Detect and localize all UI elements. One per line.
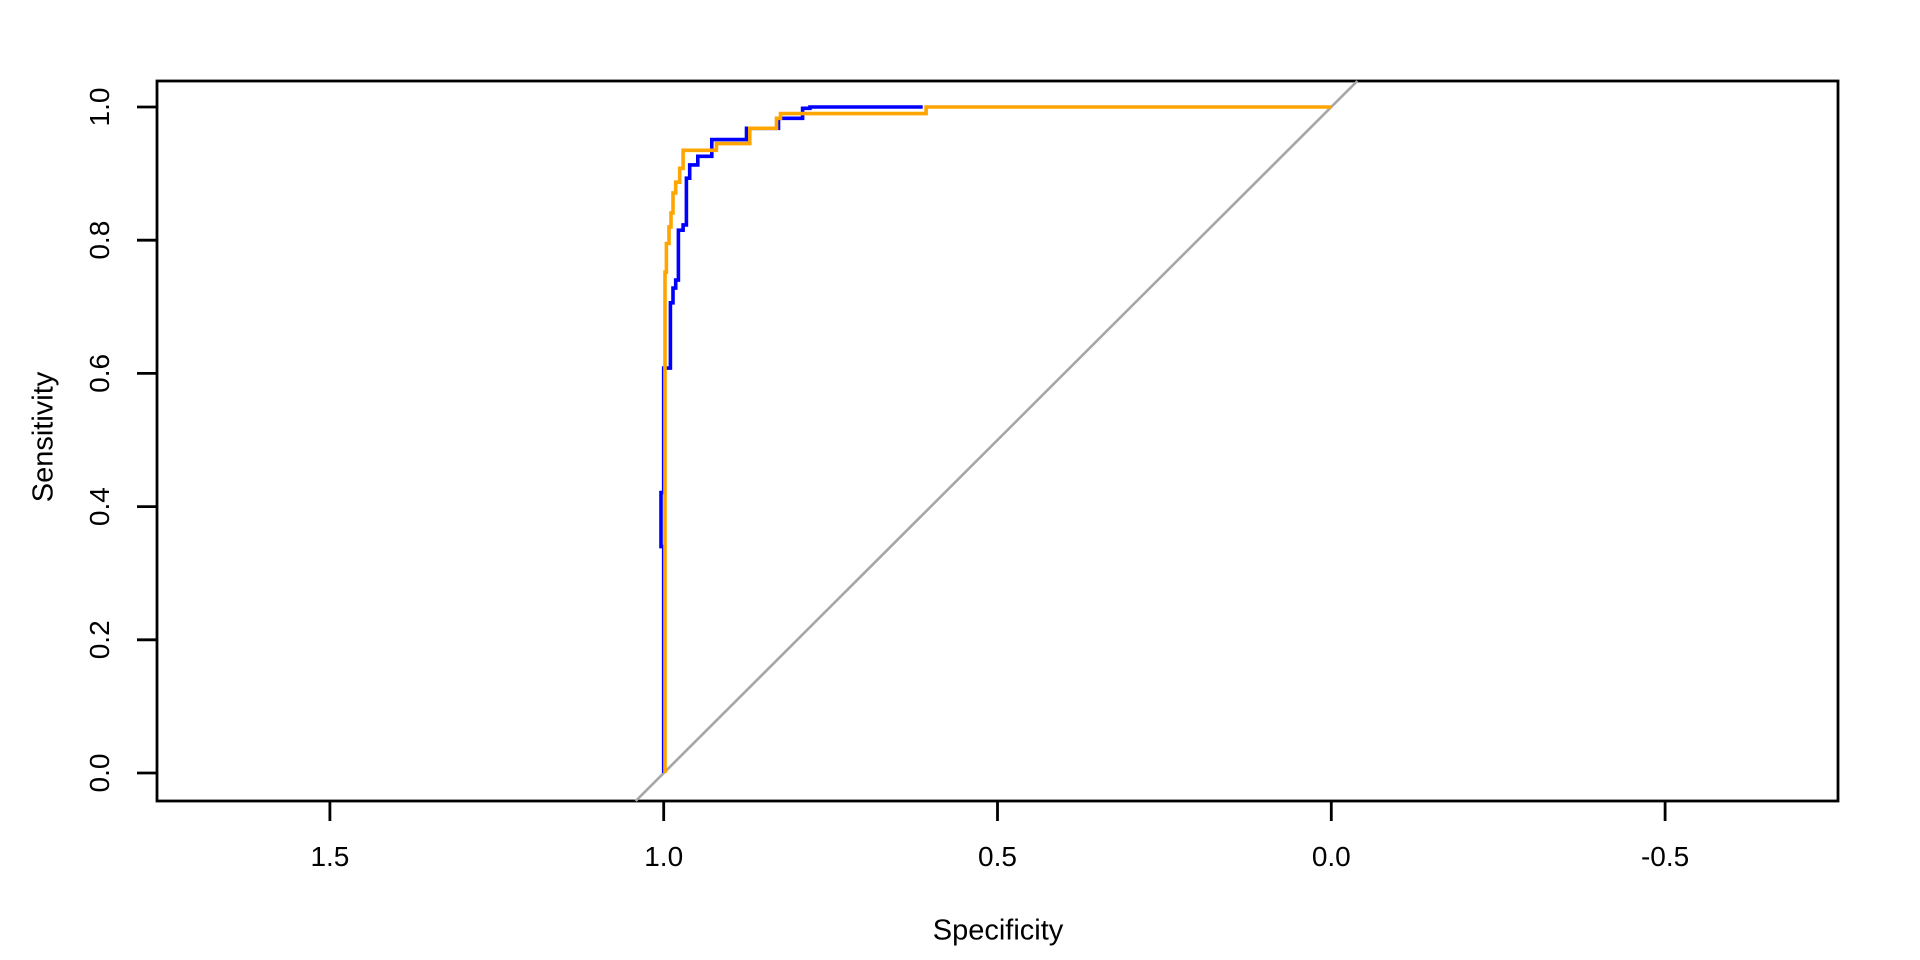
y-tick-label: 0.0 <box>84 754 115 793</box>
chance-diagonal <box>634 80 1359 802</box>
x-tick-label: 1.5 <box>310 841 349 872</box>
y-tick-label: 0.6 <box>84 354 115 393</box>
y-tick-label: 0.8 <box>84 221 115 260</box>
x-tick-label: 1.0 <box>644 841 683 872</box>
x-tick-label: -0.5 <box>1641 841 1689 872</box>
x-tick-label: 0.5 <box>978 841 1017 872</box>
y-tick-label: 1.0 <box>84 88 115 127</box>
y-tick-label: 0.4 <box>84 487 115 526</box>
x-tick-label: 0.0 <box>1312 841 1351 872</box>
y-axis-title: Sensitivity <box>27 371 60 503</box>
x-axis-title: Specificity <box>932 914 1064 947</box>
roc-curve-blue <box>659 105 923 773</box>
y-tick-label: 0.2 <box>84 620 115 659</box>
roc-curve-orange <box>663 105 1332 773</box>
